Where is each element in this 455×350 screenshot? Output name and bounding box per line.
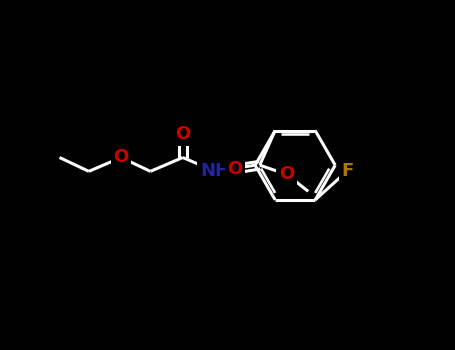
Text: NH: NH	[200, 162, 230, 180]
Text: O: O	[228, 160, 243, 178]
Text: O: O	[175, 125, 190, 144]
Text: O: O	[114, 148, 129, 167]
Text: F: F	[341, 162, 354, 180]
Text: O: O	[279, 166, 294, 183]
